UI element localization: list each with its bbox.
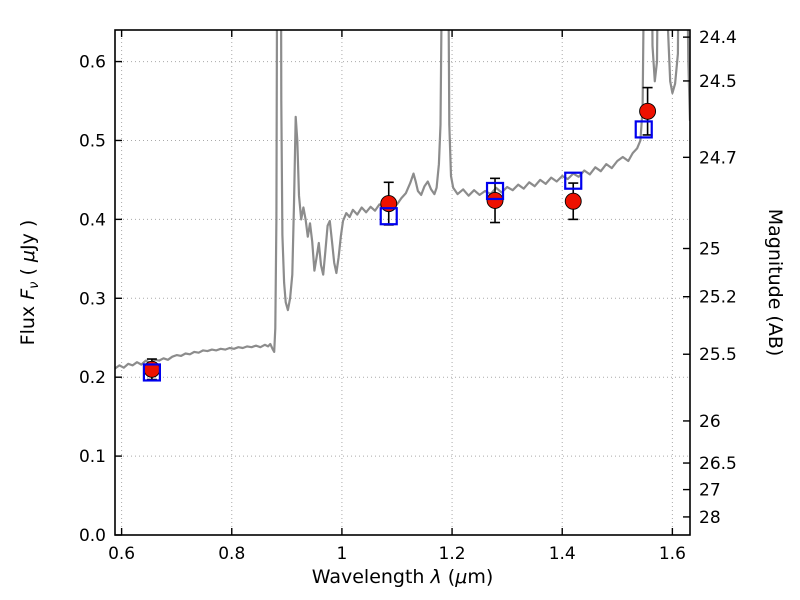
model-points bbox=[142, 120, 653, 382]
y-tick-label: 0.4 bbox=[79, 210, 106, 230]
y-tick-label: 0.3 bbox=[79, 289, 106, 309]
photometry-point-square bbox=[142, 363, 162, 382]
grid bbox=[115, 30, 690, 536]
ticks bbox=[115, 30, 690, 536]
y-tick-label: 0.5 bbox=[79, 131, 106, 151]
x-tick-label: 1.6 bbox=[659, 544, 686, 564]
x-tick-label: 0.8 bbox=[218, 544, 245, 564]
y2-tick-label: 24.5 bbox=[699, 72, 737, 92]
y-tick-label: 0.6 bbox=[79, 53, 106, 73]
photometry-point-square bbox=[485, 181, 505, 201]
y2-tick-label: 24.7 bbox=[699, 148, 737, 168]
axes-frame bbox=[114, 29, 691, 536]
y2-tick-label: 25.2 bbox=[699, 288, 737, 308]
y2-axis-label: Magnitude (AB) bbox=[764, 209, 786, 357]
y2-tick-label: 27 bbox=[699, 481, 721, 501]
spectrum-line bbox=[115, 30, 690, 370]
y2-tick-label: 25 bbox=[699, 240, 721, 260]
x-tick-label: 1 bbox=[337, 544, 348, 564]
y-tick-label: 0.2 bbox=[79, 368, 106, 388]
y2-tick-label: 24.4 bbox=[699, 28, 737, 48]
photometry-point-red bbox=[564, 192, 582, 210]
y-tick-label: 0.0 bbox=[79, 526, 106, 546]
tick-labels: 0.6 0.8 1 1.2 1.4 1.6 0.0 0.1 0.2 0.3 0.4 0.5 0.6 24.… bbox=[79, 28, 737, 564]
x-tick-label: 1.4 bbox=[549, 544, 576, 564]
x-tick-label: 0.6 bbox=[108, 544, 135, 564]
photometry-point-square bbox=[379, 207, 398, 226]
y-axis-label: Flux Fν ( μJy ) bbox=[17, 220, 42, 346]
photometry-point-red bbox=[639, 102, 657, 120]
x-tick-label: 1.2 bbox=[439, 544, 466, 564]
photometry-point-square bbox=[564, 171, 583, 190]
y2-tick-label: 26.5 bbox=[699, 454, 737, 474]
x-axis-label: Wavelength λ (μm) bbox=[312, 566, 493, 588]
y2-tick-label: 28 bbox=[699, 508, 721, 528]
photometry-point-red bbox=[486, 191, 504, 209]
photometry-point-square bbox=[634, 120, 653, 139]
y-tick-label: 0.1 bbox=[79, 447, 106, 467]
y2-tick-label: 26 bbox=[699, 412, 721, 432]
y2-tick-label: 25.5 bbox=[699, 345, 737, 365]
